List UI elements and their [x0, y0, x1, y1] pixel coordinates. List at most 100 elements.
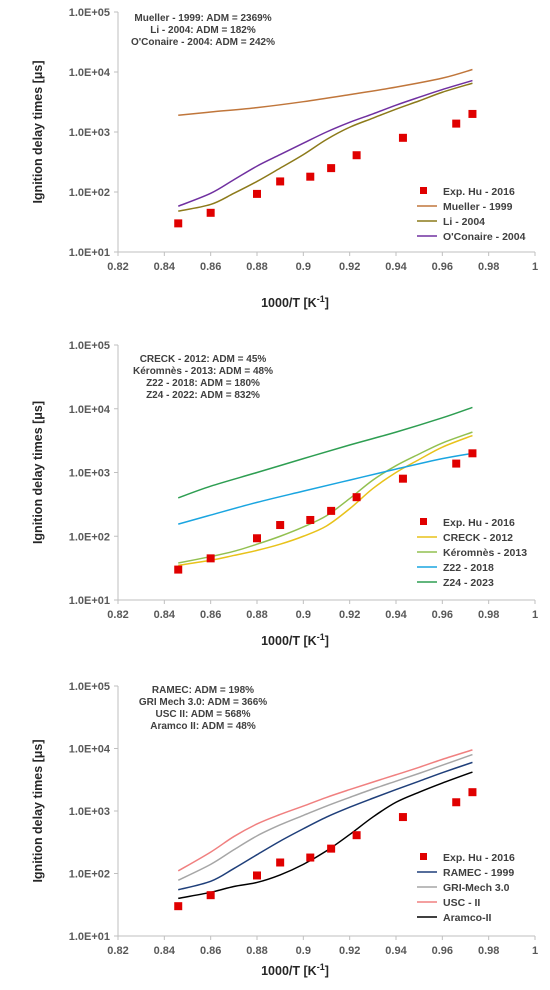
- legend-marker-experiment: [420, 187, 427, 194]
- x-tick-label: 0.88: [246, 261, 267, 273]
- x-axis-title: 1000/T [K-1]: [261, 632, 329, 648]
- chart-panel-1: 1.0E+01 1.0E+02 1.0E+03 1.0E+04 1.0E+05 0.82 0…: [31, 7, 538, 310]
- y-tick-label: 1.0E+02: [69, 187, 110, 199]
- chart-panel-3: 1.0E+01 1.0E+02 1.0E+03 1.0E+04 1.0E+05 0.82 0…: [31, 681, 538, 978]
- adm-annotation: RAMEC: ADM = 198%: [152, 685, 254, 696]
- experiment-point: [468, 109, 477, 118]
- x-tick-label: 0.9: [296, 609, 311, 621]
- x-tick-label: 0.94: [385, 261, 407, 273]
- y-axis-title: Ignition delay times [μs]: [31, 60, 45, 203]
- y-axis-title: Ignition delay times [μs]: [31, 739, 45, 882]
- x-tick-label: 0.9: [296, 945, 311, 957]
- x-tick-label: 0.96: [432, 261, 453, 273]
- legend-marker-experiment: [420, 853, 427, 860]
- x-tick-label: 0.86: [200, 609, 221, 621]
- y-tick-label: 1.0E+05: [69, 681, 110, 693]
- experiment-point: [306, 515, 315, 524]
- x-tick-label: 0.82: [107, 945, 128, 957]
- legend-label: GRI-Mech 3.0: [443, 882, 510, 894]
- experiment-point: [398, 133, 407, 142]
- experiment-point: [276, 177, 285, 186]
- experiment-point: [452, 119, 461, 128]
- y-tick-label: 1.0E+04: [69, 744, 111, 756]
- experiment-point: [206, 891, 215, 900]
- y-tick-label: 1.0E+01: [69, 931, 110, 943]
- y-tick-label: 1.0E+05: [69, 7, 110, 19]
- x-tick-label: 0.82: [107, 609, 128, 621]
- y-tick-label: 1.0E+04: [69, 67, 111, 79]
- legend-label: RAMEC - 1999: [443, 867, 514, 879]
- y-tick-label: 1.0E+03: [69, 806, 110, 818]
- x-tick-label: 0.98: [478, 609, 499, 621]
- adm-annotation: Aramco II: ADM = 48%: [150, 721, 256, 732]
- legend-label: Mueller - 1999: [443, 201, 513, 213]
- x-tick-label: 0.82: [107, 261, 128, 273]
- x-tick-label: 0.86: [200, 945, 221, 957]
- adm-annotation: Li - 2004: ADM = 182%: [150, 25, 256, 36]
- experiment-point: [452, 459, 461, 468]
- experiment-point: [468, 788, 477, 797]
- x-tick-label: 0.92: [339, 609, 360, 621]
- x-tick-label: 0.84: [154, 261, 176, 273]
- y-tick-label: 1.0E+01: [69, 247, 110, 259]
- chart-panel-2: 1.0E+01 1.0E+02 1.0E+03 1.0E+04 1.0E+05 0.82 0…: [31, 340, 538, 648]
- y-tick-label: 1.0E+01: [69, 595, 110, 607]
- x-tick-label: 0.94: [385, 609, 407, 621]
- series-line-3: [177, 79, 473, 207]
- x-tick-label: 0.94: [385, 945, 407, 957]
- x-axis-title: 1000/T [K-1]: [261, 962, 329, 978]
- series-line-4: [177, 406, 473, 499]
- x-tick-label: 0.92: [339, 261, 360, 273]
- y-tick-label: 1.0E+02: [69, 869, 110, 881]
- legend-label: Aramco-II: [443, 912, 492, 924]
- experiment-point: [468, 449, 477, 458]
- legend-label: Z22 - 2018: [443, 562, 494, 574]
- experiment-point: [352, 831, 361, 840]
- legend: Exp. Hu - 2016 CRECK - 2012 Kéromnès - 201…: [417, 517, 527, 589]
- experiment-point: [452, 798, 461, 807]
- experiment-point: [174, 902, 183, 911]
- adm-annotation: Z24 - 2022: ADM = 832%: [146, 390, 260, 401]
- series-line-2: [177, 753, 473, 881]
- adm-annotation: Kéromnès - 2013: ADM = 48%: [133, 366, 273, 377]
- legend-label: Exp. Hu - 2016: [443, 186, 515, 198]
- experiment-point: [398, 474, 407, 483]
- adm-annotation: CRECK - 2012: ADM = 45%: [140, 354, 267, 365]
- legend-marker-experiment: [420, 518, 427, 525]
- x-tick-label: 0.88: [246, 609, 267, 621]
- x-tick-label: 0.86: [200, 261, 221, 273]
- adm-annotation: O'Conaire - 2004: ADM = 242%: [131, 37, 275, 48]
- legend: Exp. Hu - 2016 Mueller - 1999 Li - 2004 O'C…: [417, 186, 526, 243]
- legend-label: Kéromnès - 2013: [443, 547, 527, 559]
- x-tick-label: 0.98: [478, 945, 499, 957]
- experiment-point: [276, 858, 285, 867]
- series-line-2: [178, 82, 473, 212]
- experiment-point: [174, 565, 183, 574]
- experiment-point: [206, 554, 215, 563]
- y-tick-label: 1.0E+02: [69, 531, 110, 543]
- y-tick-label: 1.0E+04: [69, 404, 111, 416]
- legend: Exp. Hu - 2016 RAMEC - 1999 GRI-Mech 3.0 US…: [417, 852, 515, 924]
- x-axis-title: 1000/T [K-1]: [261, 294, 329, 310]
- legend-label: CRECK - 2012: [443, 532, 513, 544]
- y-axis-title: Ignition delay times [μs]: [31, 401, 45, 544]
- experiment-point: [276, 521, 285, 530]
- x-tick-label: 0.88: [246, 945, 267, 957]
- experiment-point: [398, 813, 407, 822]
- experiment-point: [306, 172, 315, 181]
- adm-annotation: Z22 - 2018: ADM = 180%: [146, 378, 260, 389]
- experiment-point: [253, 189, 261, 198]
- series-line-3: [177, 749, 473, 872]
- experiment-point: [306, 853, 315, 862]
- legend-label: Li - 2004: [443, 216, 485, 228]
- adm-annotation: Mueller - 1999: ADM = 2369%: [134, 13, 271, 24]
- x-tick-label: 0.96: [432, 609, 453, 621]
- x-tick-label: 1: [532, 261, 538, 273]
- experiment-point: [327, 164, 336, 173]
- series-line-1: [178, 68, 473, 117]
- y-tick-label: 1.0E+03: [69, 127, 110, 139]
- experiment-point: [253, 871, 261, 880]
- series-line-4: [178, 771, 473, 900]
- series-line-3: [178, 452, 473, 525]
- legend-label: Exp. Hu - 2016: [443, 517, 515, 529]
